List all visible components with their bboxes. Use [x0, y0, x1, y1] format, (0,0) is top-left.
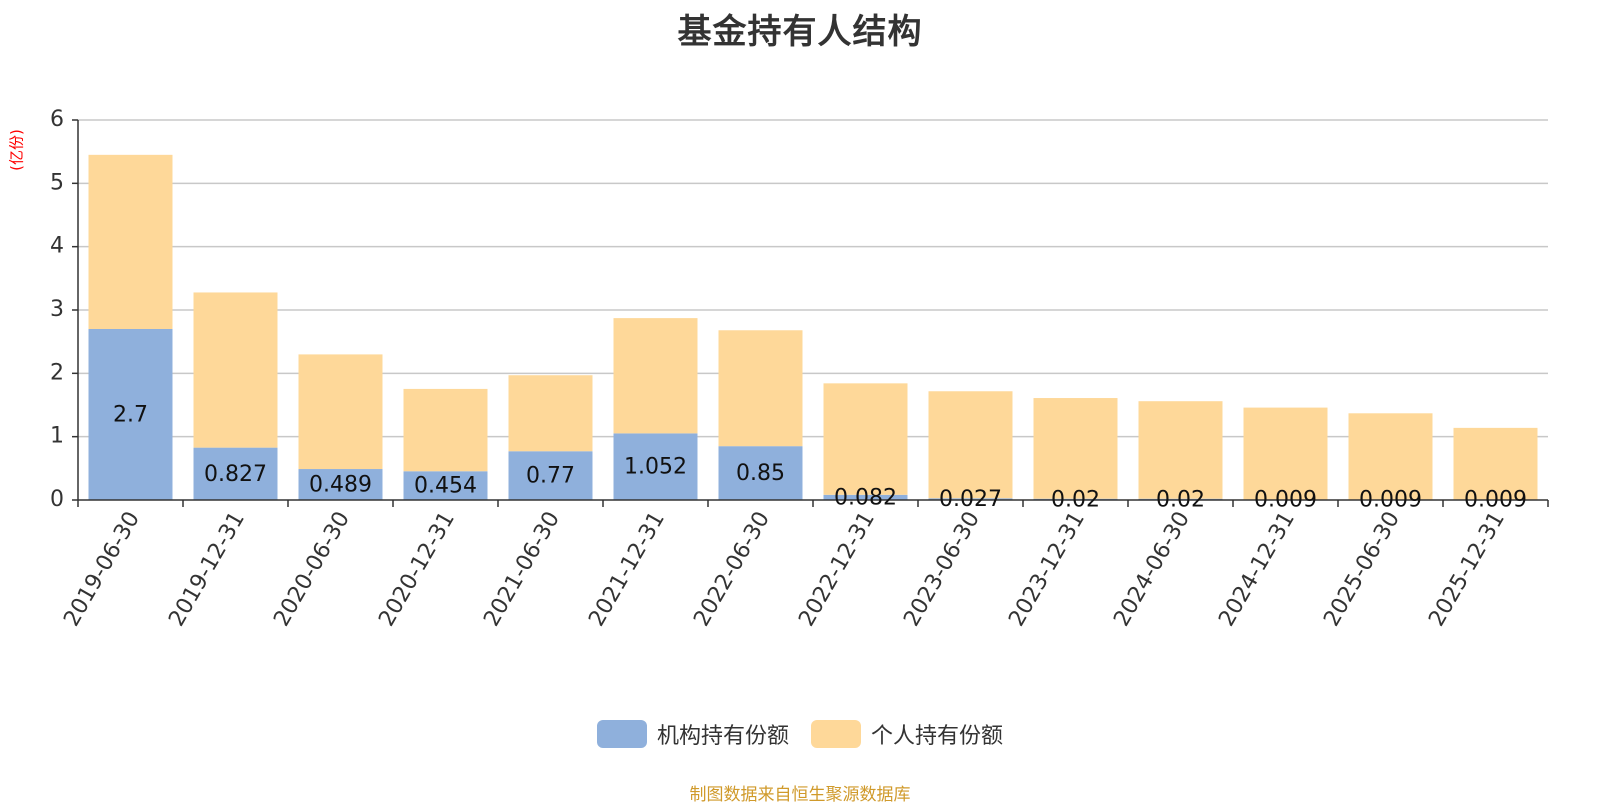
data-label-institutional: 0.082	[834, 485, 897, 510]
y-tick-label: 0	[50, 487, 64, 512]
data-label-institutional: 0.009	[1464, 488, 1527, 513]
x-tick-label: 2025-06-30	[1319, 508, 1405, 631]
bar-individual	[1453, 427, 1538, 500]
legend: 机构持有份额 个人持有份额	[0, 718, 1600, 750]
bar-institutional	[508, 451, 593, 500]
data-label-institutional: 0.009	[1359, 488, 1422, 513]
legend-swatch-individual	[811, 720, 861, 748]
bar-institutional	[193, 447, 278, 500]
bar-individual	[928, 391, 1013, 499]
bar-institutional	[613, 433, 698, 500]
data-label-institutional: 0.827	[204, 462, 267, 487]
bars	[88, 154, 1538, 500]
bar-individual	[298, 354, 383, 470]
bar-individual	[88, 154, 173, 329]
bar-institutional	[718, 446, 803, 500]
data-label-institutional: 0.02	[1156, 487, 1205, 512]
bar-institutional	[928, 498, 1013, 500]
bar-individual	[1138, 401, 1223, 499]
y-axis-unit-text: (亿份)	[8, 129, 26, 171]
bar-individual	[718, 330, 803, 447]
x-tick-label: 2020-06-30	[269, 508, 355, 631]
x-tick-label: 2023-12-31	[1004, 508, 1090, 631]
y-axis-unit-label: (亿份)	[8, 129, 26, 171]
bar-individual	[403, 388, 488, 472]
y-tick-label: 6	[50, 107, 64, 132]
bar-individual	[508, 375, 593, 452]
bar-institutional	[88, 329, 173, 500]
bar-individual	[193, 292, 278, 448]
x-tick-label: 2021-12-31	[584, 508, 670, 631]
bar-individual	[613, 318, 698, 434]
data-label-institutional: 0.489	[309, 473, 372, 498]
y-tick-label: 3	[50, 297, 64, 322]
y-tick-label: 5	[50, 170, 64, 195]
x-tick-label: 2025-12-31	[1424, 508, 1510, 631]
data-label-institutional: 1.052	[624, 455, 687, 480]
bar-institutional	[823, 494, 908, 500]
data-label-institutional: 0.77	[526, 464, 575, 489]
x-tick-label: 2021-06-30	[479, 508, 565, 631]
bar-institutional	[298, 469, 383, 500]
bar-institutional	[403, 471, 488, 500]
data-label-institutional: 0.454	[414, 474, 477, 499]
data-labels: 2.7 0.827 0.489 0.454 0.77 1.052 0.85 0.082 0.02…	[113, 403, 1527, 513]
legend-label-institutional: 机构持有份额	[656, 724, 789, 749]
bar-individual	[823, 383, 908, 495]
source-note: 制图数据来自恒生聚源数据库	[689, 785, 911, 805]
data-label-institutional: 2.7	[113, 403, 148, 428]
y-tick-label: 1	[50, 424, 64, 449]
data-label-institutional: 0.85	[736, 461, 785, 486]
y-tick-label: 2	[50, 360, 64, 385]
x-tick-label: 2022-12-31	[794, 508, 880, 631]
bar-individual	[1243, 407, 1328, 500]
x-tick-label: 2022-06-30	[689, 508, 775, 631]
y-tick-label: 4	[50, 234, 64, 259]
bar-individual	[1033, 398, 1118, 499]
chart-title: 基金持有人结构	[677, 12, 923, 52]
x-tick-label: 2020-12-31	[374, 508, 460, 631]
legend-swatch-institutional	[596, 720, 647, 748]
bar-individual	[1348, 413, 1433, 500]
x-tick-label: 2024-06-30	[1109, 508, 1195, 631]
data-label-institutional: 0.009	[1254, 488, 1317, 513]
x-tick-label: 2023-06-30	[899, 508, 985, 631]
legend-item-individual[interactable]: 个人持有份额	[811, 718, 1003, 750]
legend-label-individual: 个人持有份额	[871, 724, 1004, 749]
x-tick-label: 2019-12-31	[164, 508, 250, 631]
x-tick-label: 2024-12-31	[1214, 508, 1300, 631]
x-tick-label: 2019-06-30	[59, 508, 145, 631]
legend-item-institutional[interactable]: 机构持有份额	[596, 718, 789, 750]
data-label-institutional: 0.02	[1051, 487, 1100, 512]
data-label-institutional: 0.027	[939, 487, 1002, 512]
